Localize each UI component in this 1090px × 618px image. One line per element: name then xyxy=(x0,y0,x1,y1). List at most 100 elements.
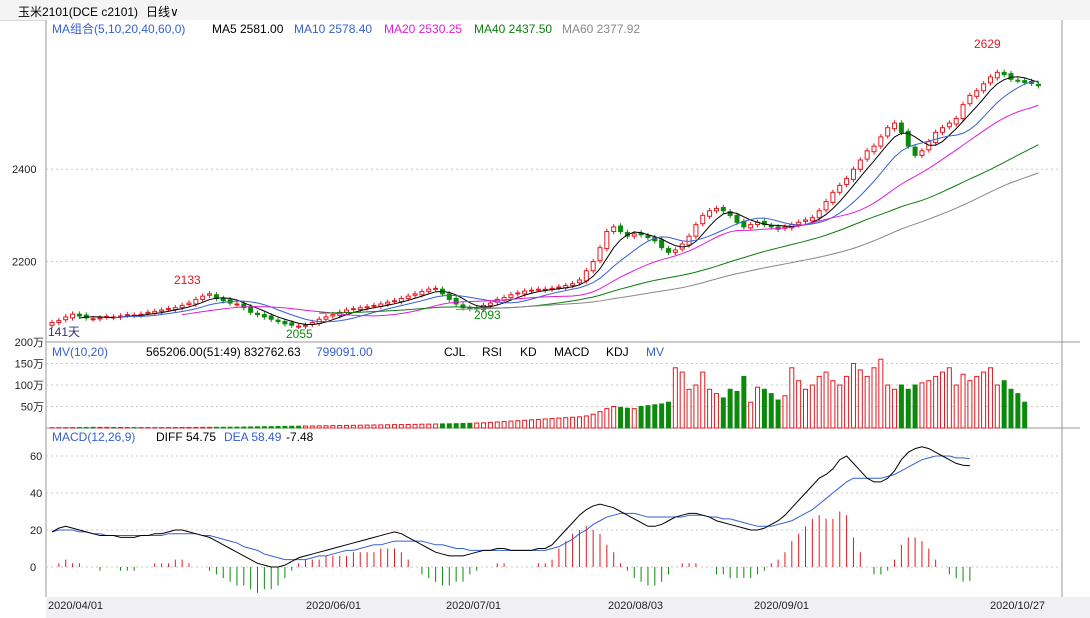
volume-bar xyxy=(433,423,439,429)
volume-bar xyxy=(439,423,445,429)
volume-bar xyxy=(501,421,507,429)
indicator-tab-cjl[interactable]: CJL xyxy=(444,345,466,359)
volume-bar xyxy=(878,358,884,429)
volume-bar xyxy=(529,419,534,429)
candle xyxy=(898,122,904,133)
volume-bar xyxy=(302,425,308,429)
candle xyxy=(323,316,329,320)
candle xyxy=(1008,73,1014,80)
indicator-tab-mv[interactable]: MV xyxy=(646,345,664,359)
candle xyxy=(796,221,802,226)
volume-bar xyxy=(590,413,596,429)
volume-bar xyxy=(474,422,480,429)
y-tick-label: 20 xyxy=(30,525,42,537)
candle xyxy=(864,150,870,160)
volume-bar xyxy=(652,404,658,429)
volume-bar xyxy=(994,384,1000,429)
date-label: 2020/07/01 xyxy=(446,600,501,612)
volume-bar xyxy=(392,424,397,429)
volume-bar xyxy=(576,416,582,429)
volume-bar xyxy=(378,424,384,429)
volume-bar xyxy=(597,411,603,429)
volume-bar xyxy=(487,421,493,429)
period-selector[interactable]: 日线∨ xyxy=(146,3,179,20)
volume-bar xyxy=(679,371,685,429)
volume-bar xyxy=(974,375,980,429)
volume-bar xyxy=(323,425,329,429)
volume-bar xyxy=(618,406,624,429)
candle xyxy=(604,231,610,250)
volume-bar xyxy=(494,421,500,429)
candle xyxy=(364,306,370,309)
macd-legend: -7.48 xyxy=(286,430,314,444)
candle xyxy=(912,146,918,156)
indicator-tab-macd[interactable]: MACD xyxy=(554,345,590,359)
volume-bar xyxy=(816,375,822,429)
candle xyxy=(686,235,692,246)
date-label: 2020/08/03 xyxy=(608,600,663,612)
indicator-tab-rsi[interactable]: RSI xyxy=(482,345,502,359)
volume-bar xyxy=(508,420,514,429)
volume-bar xyxy=(535,418,541,429)
volume-bar xyxy=(556,417,562,429)
candle xyxy=(987,76,993,84)
candle xyxy=(734,214,740,223)
volume-bar xyxy=(1015,393,1021,429)
ma5-legend: MA5 2581.00 xyxy=(212,22,284,36)
volume-bar xyxy=(659,403,665,429)
candle xyxy=(220,297,226,302)
symbol-label[interactable]: 玉米2101(DCE c2101) xyxy=(18,5,139,19)
candle xyxy=(967,94,973,105)
candle xyxy=(707,210,713,217)
candle xyxy=(165,308,171,311)
indicator-tab-kdj[interactable]: KDJ xyxy=(606,345,629,359)
candle xyxy=(76,313,82,317)
mv-legend-name: MV(10,20) xyxy=(52,345,108,359)
volume-bar xyxy=(940,371,945,429)
y-tick-label: 60 xyxy=(30,451,42,463)
candle xyxy=(940,127,945,133)
candle xyxy=(487,302,493,306)
volume-bar xyxy=(686,388,692,429)
volume-bar xyxy=(823,371,829,429)
candle xyxy=(981,83,987,92)
volume-bar xyxy=(90,426,96,429)
volume-bar xyxy=(775,399,781,429)
volume-bar xyxy=(892,388,898,429)
volume-bar xyxy=(844,375,850,429)
volume-bar xyxy=(919,382,925,429)
candle xyxy=(885,127,891,137)
date-label: 2020/04/01 xyxy=(48,600,103,612)
volume-bar xyxy=(563,417,569,429)
candle xyxy=(905,130,911,147)
volume-bar xyxy=(282,425,288,429)
candle xyxy=(878,136,884,147)
ma20-legend: MA20 2530.25 xyxy=(384,22,462,36)
volume-bar xyxy=(268,426,274,429)
candle xyxy=(241,303,247,309)
candle xyxy=(892,122,898,130)
volume-bar xyxy=(275,425,281,429)
candle xyxy=(522,290,528,295)
volume-bar xyxy=(741,375,747,429)
volume-bar xyxy=(645,405,651,429)
candle xyxy=(49,321,55,326)
indicator-tab-kd[interactable]: KD xyxy=(520,345,537,359)
volume-bar xyxy=(803,388,808,429)
candle xyxy=(659,239,665,249)
volume-bar xyxy=(946,367,952,429)
volume-bar xyxy=(549,418,555,429)
candle xyxy=(419,291,425,296)
volume-bar xyxy=(604,408,610,429)
volume-bar xyxy=(515,420,521,429)
candle xyxy=(693,224,699,237)
candle xyxy=(1001,71,1007,76)
volume-bar xyxy=(522,419,528,429)
volume-bar xyxy=(570,416,576,429)
candle xyxy=(145,311,151,314)
volume-bar xyxy=(255,426,260,429)
candle xyxy=(953,117,959,125)
volume-bar xyxy=(768,393,774,429)
volume-bar xyxy=(611,406,617,429)
